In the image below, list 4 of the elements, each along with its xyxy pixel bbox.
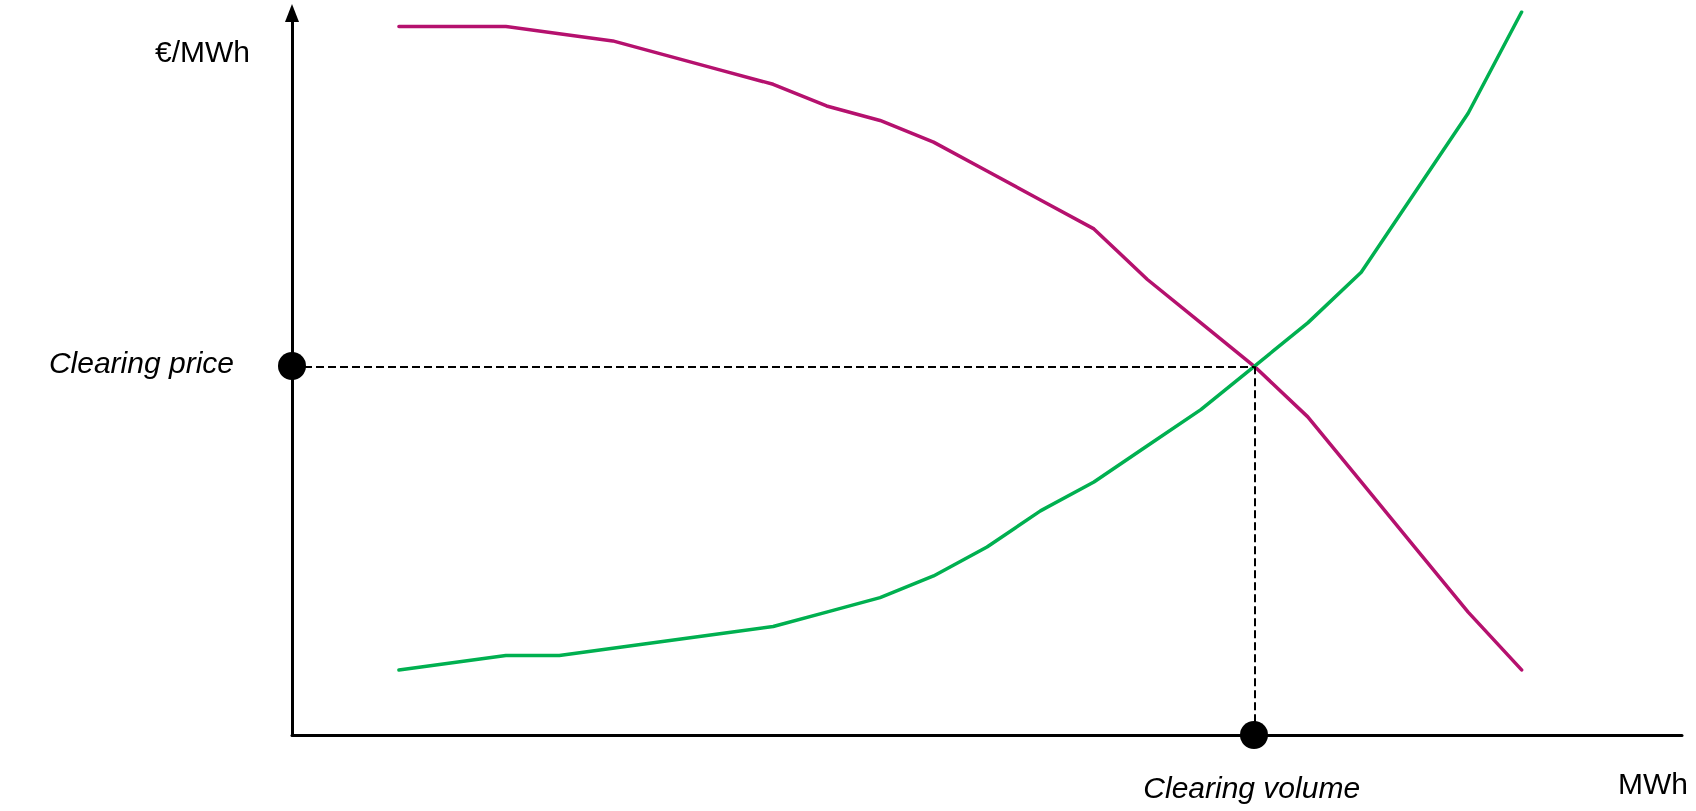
text: Clearing volume xyxy=(1143,770,1361,804)
y-axis-title: €/MWh xyxy=(154,34,251,68)
ref-line-label: Clearing price xyxy=(48,345,235,379)
x-axis-title: MWh xyxy=(1618,766,1689,800)
